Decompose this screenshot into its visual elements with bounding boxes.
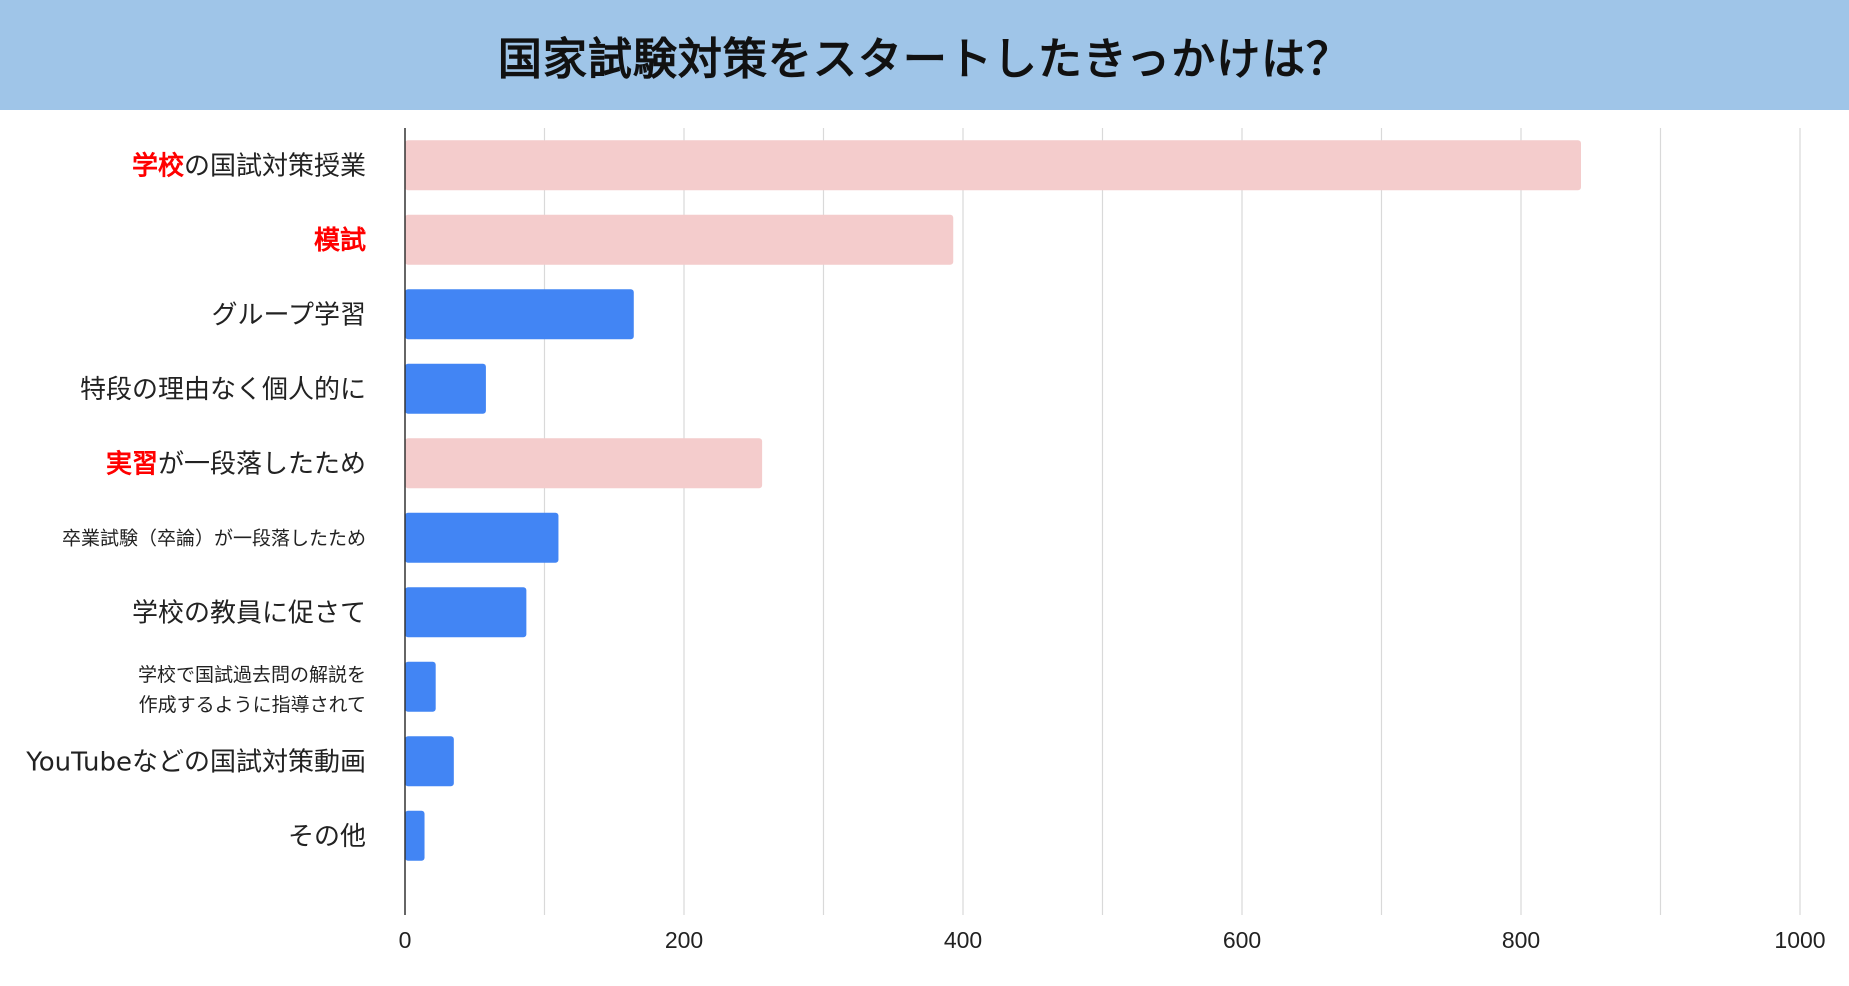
category-label-2: グループ学習 <box>212 301 366 331</box>
x-tick-600: 600 <box>1223 927 1261 953</box>
category-label-0-segment-1: の国試対策授業 <box>184 152 366 182</box>
bar-7 <box>405 661 436 712</box>
x-tick-800: 800 <box>1502 927 1540 953</box>
category-label-9: その他 <box>288 822 366 852</box>
chart-title: 国家試験対策をスタートしたきっかけは？ <box>497 34 1352 85</box>
bar-chart: 学校の国試対策授業模試グループ学習特段の理由なく個人的に実習が一段落したため卒業… <box>25 128 1826 953</box>
bar-6 <box>405 587 527 638</box>
category-label-3-segment-0: 特段の理由なく個人的に <box>80 375 366 405</box>
category-label-5-segment-0: 卒業試験（卒論）が一段落したため <box>62 528 366 550</box>
x-tick-200: 200 <box>665 927 703 953</box>
category-labels: 学校の国試対策授業模試グループ学習特段の理由なく個人的に実習が一段落したため卒業… <box>25 151 366 852</box>
category-label-3: 特段の理由なく個人的に <box>80 375 366 405</box>
x-tick-400: 400 <box>944 927 982 953</box>
category-label-2-segment-0: グループ学習 <box>212 301 366 331</box>
bar-4 <box>405 438 763 489</box>
bar-3 <box>405 363 486 414</box>
x-tick-labels: 0 200 400 600 800 1000 <box>399 927 1826 953</box>
bars <box>405 140 1581 861</box>
category-label-0-segment-0: 学校 <box>132 151 185 182</box>
category-label-8: YouTubeなどの国試対策動画 <box>25 748 366 778</box>
bar-0 <box>405 140 1581 191</box>
category-label-1: 模試 <box>314 225 366 256</box>
bar-5 <box>405 512 559 563</box>
category-label-4: 実習が一段落したため <box>106 449 366 480</box>
category-label-9-segment-0: その他 <box>288 822 366 852</box>
category-label-7-line-1: 作成するように指導されて <box>139 694 366 716</box>
category-label-8-segment-0: YouTubeなどの国試対策動画 <box>25 748 366 778</box>
category-label-0: 学校の国試対策授業 <box>132 151 366 182</box>
category-label-6: 学校の教員に促さて <box>132 599 366 629</box>
category-label-4-segment-1: が一段落したため <box>158 450 366 480</box>
category-label-5: 卒業試験（卒論）が一段落したため <box>62 528 366 550</box>
bar-2 <box>405 289 634 340</box>
bar-9 <box>405 810 425 861</box>
category-label-7-line-0: 学校で国試過去問の解説を <box>138 664 366 686</box>
category-label-6-segment-0: 学校の教員に促さて <box>132 599 366 629</box>
category-label-4-segment-0: 実習 <box>106 449 158 480</box>
chart-title-banner: 国家試験対策をスタートしたきっかけは？ <box>0 0 1849 110</box>
bar-8 <box>405 736 454 787</box>
bar-1 <box>405 214 954 265</box>
x-tick-0: 0 <box>399 927 412 953</box>
x-tick-1000: 1000 <box>1774 927 1825 953</box>
category-label-1-segment-0: 模試 <box>314 225 366 256</box>
